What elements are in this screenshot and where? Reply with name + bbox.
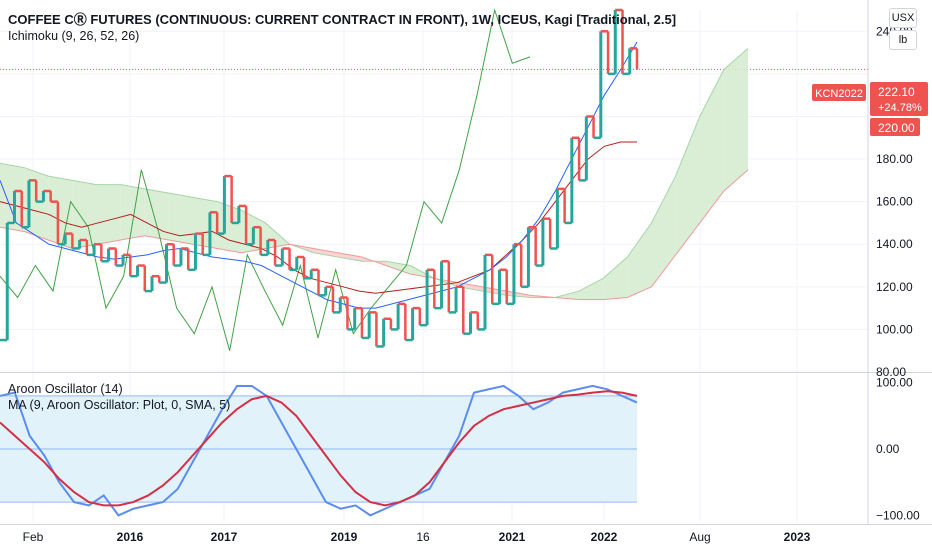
last-price-tag xyxy=(870,82,928,116)
cloud-segment xyxy=(48,176,73,249)
price-tags: KCN2022 222.10 +24.78% 220.00 xyxy=(812,82,928,136)
x-tick-label: Aug xyxy=(689,530,710,544)
cloud-segment xyxy=(699,69,724,223)
aroon-ma-line xyxy=(0,390,638,507)
aroon-pane xyxy=(0,384,638,517)
cloud-segment xyxy=(554,291,580,300)
x-tick-label: 16 xyxy=(416,530,430,544)
y-tick-label: 140.00 xyxy=(876,237,913,251)
y-tick-label: 100.00 xyxy=(876,322,913,336)
cloud-segment xyxy=(651,176,676,287)
cloud-segment xyxy=(313,248,338,258)
cloud-segment xyxy=(120,184,145,240)
ichimoku-lines xyxy=(0,8,638,351)
cloud-segment xyxy=(603,257,628,300)
senkou-line xyxy=(0,169,749,301)
cloud-segment xyxy=(265,222,290,249)
cloud-segment xyxy=(579,278,604,300)
chart-title: COFFEE CⓇ FUTURES (CONTINUOUS: CURRENT C… xyxy=(8,12,677,27)
cloud-segment xyxy=(627,222,652,298)
aroon-y-tick-label: 100.00 xyxy=(876,376,913,390)
cloud-segment xyxy=(168,193,194,245)
x-tick-label: 2016 xyxy=(117,530,144,544)
cloud-segment xyxy=(96,184,121,245)
last-price-value: 222.10 xyxy=(878,85,915,99)
ichimoku-cloud xyxy=(0,47,749,301)
aroon-line xyxy=(0,384,638,517)
x-tick-label: 2017 xyxy=(211,530,238,544)
cloud-segment xyxy=(144,188,169,240)
cloud-segment xyxy=(458,282,483,292)
y-tick-label: 80.00 xyxy=(876,365,906,379)
cloud-segment xyxy=(337,252,362,262)
unit-button[interactable]: lb xyxy=(889,30,917,50)
aroon-legend[interactable]: Aroon Oscillator (14) xyxy=(8,382,123,396)
ichimoku-legend[interactable]: Ichimoku (9, 26, 52, 26) xyxy=(8,29,140,43)
aroon-y-tick-label: 0.00 xyxy=(876,442,900,456)
x-tick-label: 2023 xyxy=(784,530,811,544)
y-tick-label: 120.00 xyxy=(876,280,913,294)
cloud-segment xyxy=(675,116,700,255)
aroon-y-tick-label: −100.00 xyxy=(876,508,920,522)
change-pct-value: +24.78% xyxy=(878,102,922,114)
x-tick-label: 2022 xyxy=(591,530,618,544)
y-tick-label: 160.00 xyxy=(876,195,913,209)
x-tick-label: Feb xyxy=(23,530,44,544)
symbol-tag-label: KCN2022 xyxy=(815,88,863,100)
level-tag xyxy=(870,118,920,136)
chikou-line xyxy=(0,8,531,351)
aroon-ma-legend[interactable]: MA (9, Aroon Oscillator: Plot, 0, SMA, 5… xyxy=(8,398,231,412)
symbol-tag xyxy=(812,84,866,101)
kagi-series xyxy=(0,8,639,348)
level-value: 220.00 xyxy=(878,121,915,135)
y-tick-label: 180.00 xyxy=(876,152,913,166)
cloud-segment xyxy=(0,163,25,232)
tenkan-line xyxy=(0,41,638,309)
x-tick-label: 2019 xyxy=(331,530,358,544)
currency-button[interactable]: USX xyxy=(889,8,917,28)
cloud-segment xyxy=(723,48,748,192)
cloud-segment xyxy=(72,180,97,249)
x-tick-label: 2021 xyxy=(499,530,526,544)
